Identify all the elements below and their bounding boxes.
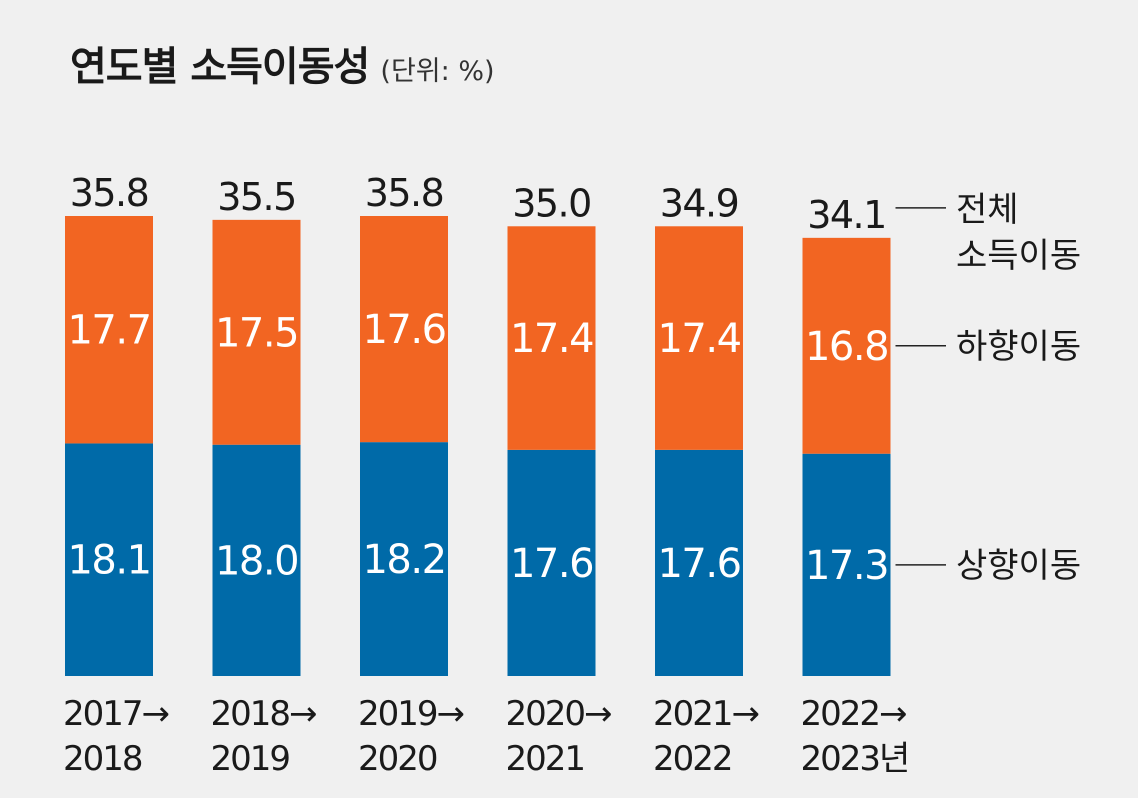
x-tick-label-line2: 2022 [653, 739, 732, 779]
x-tick-label-line1: 2021→ [653, 694, 759, 734]
x-tick-label-line1: 2022→ [801, 694, 907, 734]
downward-value-label: 16.8 [805, 324, 888, 370]
x-tick-label-line1: 2017→ [63, 694, 169, 734]
x-tick-label-line2: 2018 [63, 739, 142, 779]
chart-title-block: 연도별 소득이동성 (단위: %) [70, 34, 495, 92]
total-value-label: 35.8 [70, 171, 149, 215]
x-tick-label-line2: 2020 [358, 739, 437, 779]
upward-value-label: 17.6 [510, 541, 593, 587]
x-tick-label-line2: 2019 [211, 739, 290, 779]
x-tick-label-line2: 2021 [506, 739, 585, 779]
bar-upward [507, 449, 596, 676]
bar-upward [802, 453, 891, 676]
x-tick-label-line1: 2019→ [358, 694, 464, 734]
bar-upward [212, 444, 301, 676]
downward-value-label: 17.4 [657, 316, 740, 362]
bar-downward [802, 237, 891, 454]
bar-upward [65, 443, 153, 676]
legend-upward: 상향이동 [956, 546, 1081, 586]
upward-value-label: 18.1 [67, 538, 150, 584]
total-value-label: 35.0 [512, 181, 591, 225]
bar-upward [655, 449, 743, 676]
bar-downward [65, 216, 153, 444]
downward-value-label: 17.4 [510, 316, 593, 362]
legend-total-line2: 소득이동 [956, 236, 1081, 276]
x-tick-label-line1: 2020→ [506, 694, 612, 734]
upward-value-label: 17.6 [657, 541, 740, 587]
total-value-label: 35.8 [365, 171, 444, 215]
bar-upward [360, 442, 448, 676]
downward-value-label: 17.5 [215, 310, 298, 356]
downward-value-label: 17.7 [67, 308, 150, 354]
total-value-label: 35.5 [217, 175, 296, 219]
chart-title: 연도별 소득이동성 [70, 44, 370, 90]
bar-downward [360, 216, 448, 443]
bar-downward [212, 219, 301, 445]
upward-value-label: 17.3 [805, 543, 888, 589]
unit-note: (단위: %) [380, 56, 495, 87]
total-value-label: 34.9 [660, 181, 739, 225]
downward-value-label: 17.6 [362, 307, 445, 353]
legend-downward: 하향이동 [956, 327, 1081, 367]
bar-downward [507, 226, 596, 450]
total-value-label: 34.1 [807, 193, 886, 237]
bar-downward [655, 226, 743, 450]
x-tick-label-line1: 2018→ [211, 694, 317, 734]
legend-total-line1: 전체 [956, 190, 1019, 230]
x-tick-label-line2: 2023년 [801, 739, 909, 779]
upward-value-label: 18.2 [362, 537, 445, 583]
upward-value-label: 18.0 [215, 538, 298, 584]
